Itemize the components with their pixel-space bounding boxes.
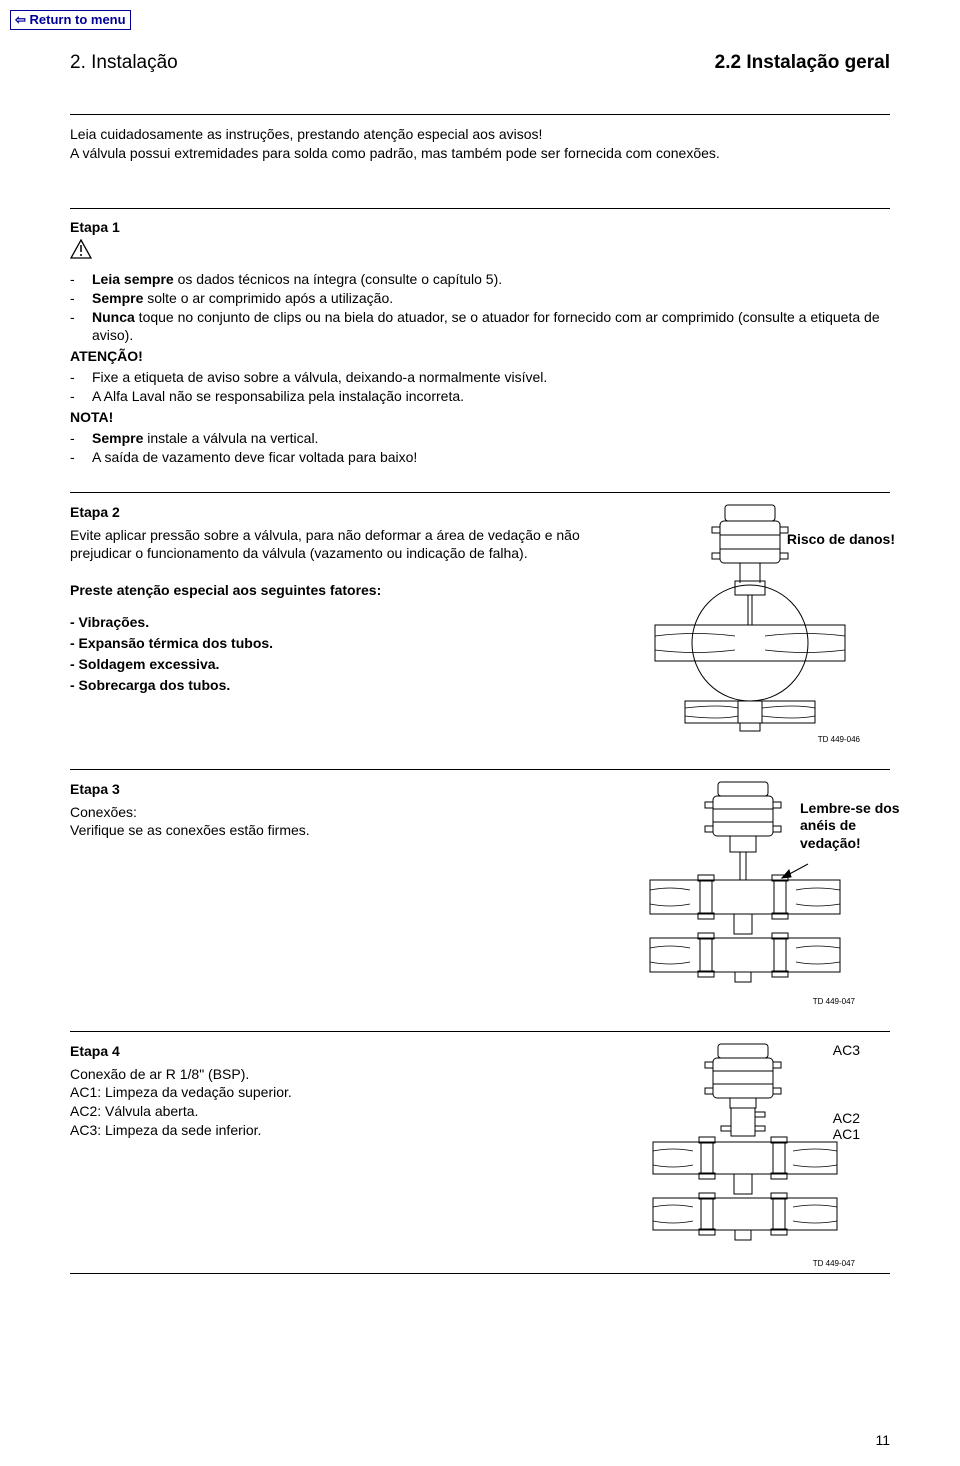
etapa3-title: Etapa 3 <box>70 780 580 799</box>
divider <box>70 1273 890 1274</box>
text: Conexão de ar R 1/8" (BSP). <box>70 1065 580 1084</box>
strong: Sempre <box>92 430 143 446</box>
page-number: 11 <box>875 1432 890 1448</box>
lembre-callout: Lembre-se dos anéis de vedação! <box>800 800 900 853</box>
list-item: -A saída de vazamento deve ficar voltada… <box>70 448 890 467</box>
divider <box>70 208 890 209</box>
text: AC1: Limpeza da vedação superior. <box>70 1083 580 1102</box>
intro-line: A válvula possui extremidades para solda… <box>70 144 890 163</box>
nota-label: NOTA! <box>70 408 890 427</box>
text: AC3: Limpeza da sede inferior. <box>70 1121 580 1140</box>
list-item: -Leia sempre os dados técnicos na íntegr… <box>70 270 890 289</box>
strong: Leia sempre <box>92 271 174 287</box>
ac2-label: AC2 <box>833 1110 860 1126</box>
text: instale a válvula na vertical. <box>143 430 318 446</box>
factors-list: - Vibrações. - Expansão térmica dos tubo… <box>70 612 590 696</box>
header: 2. Instalação 2.2 Instalação geral <box>70 52 890 74</box>
etapa4-figure-area: AC3 AC2 AC1 <box>600 1042 890 1268</box>
ac1-label: AC1 <box>833 1126 860 1142</box>
etapa1-title: Etapa 1 <box>70 219 890 235</box>
figure-caption: TD 449-047 <box>635 1259 855 1268</box>
text: A Alfa Laval não se responsabiliza pela … <box>92 387 464 406</box>
return-to-menu-link[interactable]: ⇦ Return to menu <box>10 10 131 30</box>
warning-icon <box>70 239 890 264</box>
etapa2-text: Etapa 2 Evite aplicar pressão sobre a vá… <box>70 503 590 744</box>
strong: Sempre <box>92 290 143 306</box>
etapa2-title: Etapa 2 <box>70 503 590 522</box>
section-title: 2.2 Instalação geral <box>715 52 890 74</box>
divider <box>70 1031 890 1032</box>
etapa2-block: Etapa 2 Evite aplicar pressão sobre a vá… <box>70 503 890 744</box>
atencao-label: ATENÇÃO! <box>70 347 890 366</box>
list-item: -A Alfa Laval não se responsabiliza pela… <box>70 387 890 406</box>
figure-caption: TD 449-047 <box>635 997 855 1006</box>
text: toque no conjunto de clips ou na biela d… <box>92 309 880 344</box>
factors-title: Preste atenção especial aos seguintes fa… <box>70 581 590 600</box>
text: Verifique se as conexões estão firmes. <box>70 821 580 840</box>
list-item: - Vibrações. <box>70 612 590 633</box>
intro-line: Leia cuidadosamente as instruções, prest… <box>70 125 890 144</box>
etapa4-text: Etapa 4 Conexão de ar R 1/8" (BSP). AC1:… <box>70 1042 580 1268</box>
figure-caption: TD 449-046 <box>640 735 860 744</box>
etapa3-text: Etapa 3 Conexões: Verifique se as conexõ… <box>70 780 580 1006</box>
text: Conexões: <box>70 803 580 822</box>
ac3-label: AC3 <box>833 1042 860 1058</box>
etapa2-paragraph: Evite aplicar pressão sobre a válvula, p… <box>70 526 590 564</box>
list-item: -Nunca toque no conjunto de clips ou na … <box>70 308 890 346</box>
risco-callout: Risco de danos! <box>787 531 895 547</box>
text: os dados técnicos na íntegra (consulte o… <box>174 271 502 287</box>
etapa3-figure-area: Lembre-se dos anéis de vedação! <box>600 780 890 1006</box>
list-item: - Expansão térmica dos tubos. <box>70 633 590 654</box>
list-item: -Sempre instale a válvula na vertical. <box>70 429 890 448</box>
etapa1-block: Etapa 1 -Leia sempre os dados técnicos n… <box>70 219 890 467</box>
intro-text: Leia cuidadosamente as instruções, prest… <box>70 125 890 163</box>
text: AC2: Válvula aberta. <box>70 1102 580 1121</box>
etapa1-bullets: -Leia sempre os dados técnicos na íntegr… <box>70 270 890 467</box>
divider <box>70 769 890 770</box>
text: A saída de vazamento deve ficar voltada … <box>92 448 417 467</box>
list-item: - Soldagem excessiva. <box>70 654 590 675</box>
list-item: -Fixe a etiqueta de aviso sobre a válvul… <box>70 368 890 387</box>
strong: Nunca <box>92 309 135 325</box>
divider <box>70 492 890 493</box>
etapa4-title: Etapa 4 <box>70 1042 580 1061</box>
page-root: ⇦ Return to menu 2. Instalação 2.2 Insta… <box>0 0 960 1466</box>
list-item: - Sobrecarga dos tubos. <box>70 675 590 696</box>
valve-figure-3 <box>645 1042 845 1257</box>
etapa3-block: Etapa 3 Conexões: Verifique se as conexõ… <box>70 780 890 1006</box>
text: Fixe a etiqueta de aviso sobre a válvula… <box>92 368 547 387</box>
text: solte o ar comprimido após a utilização. <box>143 290 393 306</box>
section-number: 2. Instalação <box>70 52 178 74</box>
etapa4-block: Etapa 4 Conexão de ar R 1/8" (BSP). AC1:… <box>70 1042 890 1268</box>
divider <box>70 114 890 115</box>
etapa2-figure-area: Risco de danos! <box>610 503 890 744</box>
list-item: -Sempre solte o ar comprimido após a uti… <box>70 289 890 308</box>
